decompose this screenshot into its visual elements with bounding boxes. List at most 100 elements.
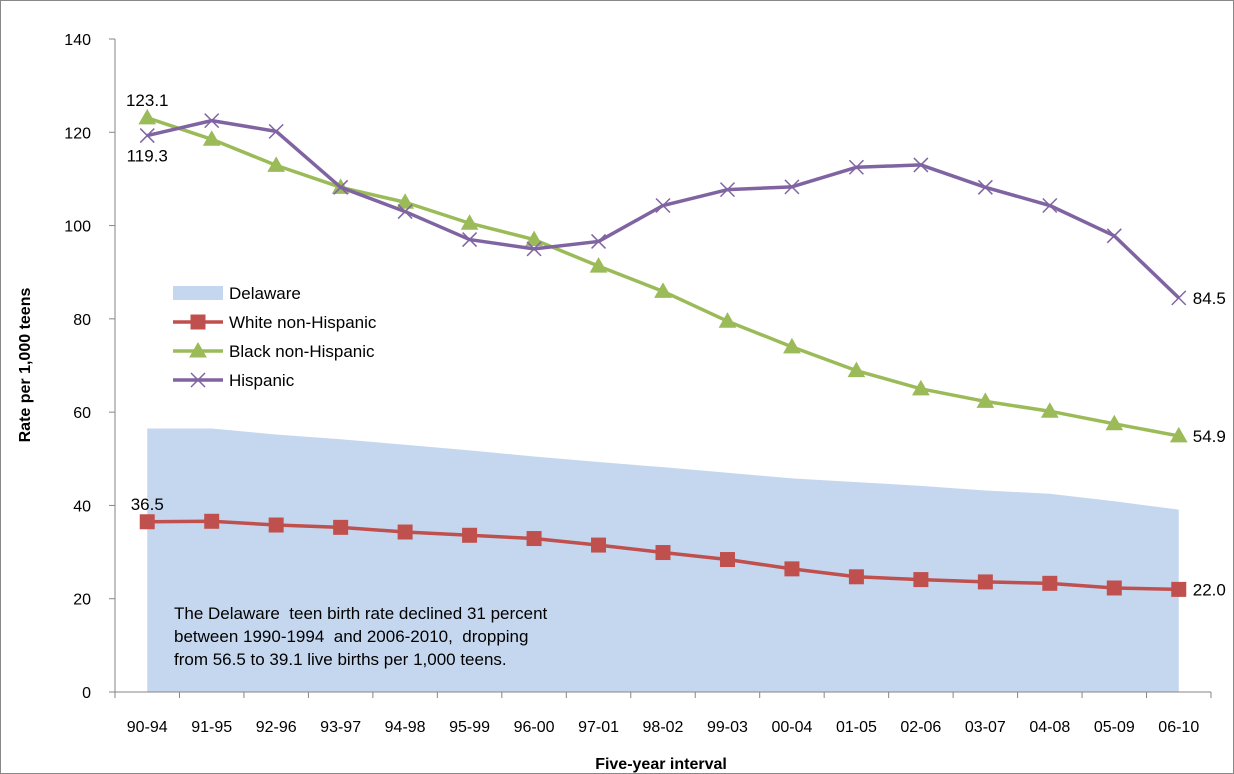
data-point-white-non-hispanic: [913, 572, 929, 588]
data-point-black-non-hispanic: [460, 214, 479, 230]
data-point-hispanic: [913, 157, 929, 173]
x-tick-label: 02-06: [900, 719, 941, 736]
legend-item-white-non-hispanic: White non-Hispanic: [173, 313, 377, 332]
marker-stroke: [190, 372, 206, 388]
legend: Delaware White non-Hispanic Black non-Hisp…: [173, 284, 377, 390]
y-tick-label: 80: [73, 312, 91, 329]
y-tick-label: 120: [64, 125, 91, 142]
y-tick-label: 0: [82, 685, 91, 702]
data-point-white-non-hispanic: [1042, 575, 1058, 591]
legend-label: Black non-Hispanic: [229, 342, 375, 361]
data-label-layer: 123.1 119.3 36.5 84.5 54.9 22.0: [126, 91, 1226, 600]
x-tick-label: 97-01: [578, 719, 619, 736]
marker-stroke: [655, 197, 671, 214]
marker-stroke: [268, 123, 284, 139]
data-point-hispanic: [590, 233, 607, 249]
marker-stroke: [784, 179, 800, 195]
data-point-black-non-hispanic: [847, 361, 866, 378]
x-tick-label: 90-94: [127, 719, 168, 736]
data-point-hispanic: [526, 241, 542, 257]
data-point-white-non-hispanic: [462, 527, 478, 543]
data-point-black-non-hispanic: [654, 282, 672, 298]
data-point-hispanic: [139, 128, 155, 144]
x-tick-label: 91-95: [191, 719, 232, 736]
axis-layer: 0 20 40 60 80 100 120 140 90-94 91-95 92-96 93-97 94…: [64, 32, 1212, 736]
marker-stroke: [397, 204, 413, 220]
data-label: 119.3: [127, 147, 168, 166]
x-tick-label: 00-04: [771, 719, 812, 736]
x-tick-label: 93-97: [320, 719, 361, 736]
marker-stroke: [139, 128, 155, 144]
x-tick-label: 06-10: [1158, 719, 1199, 736]
marker-stroke: [204, 113, 220, 129]
data-point-white-non-hispanic: [526, 531, 542, 547]
annotation-line: from 56.5 to 39.1 live births per 1,000 …: [174, 650, 507, 669]
y-axis-title: Rate per 1,000 teens: [17, 288, 34, 443]
marker-stroke: [848, 159, 864, 175]
data-point-black-non-hispanic: [267, 156, 286, 172]
legend-label: Delaware: [229, 284, 301, 303]
data-point-hispanic: [1106, 228, 1122, 244]
marker-stroke: [590, 233, 607, 249]
data-point-white-non-hispanic: [268, 517, 284, 533]
data-point-hispanic: [462, 232, 478, 248]
legend-marker: [189, 341, 207, 358]
data-label: 36.5: [131, 495, 164, 514]
marker-stroke: [1042, 197, 1058, 214]
y-tick-label: 140: [64, 32, 91, 49]
data-label: 54.9: [1193, 427, 1226, 446]
data-point-black-non-hispanic: [783, 337, 801, 354]
y-tick-label: 100: [64, 219, 91, 236]
marker-stroke: [977, 179, 993, 195]
data-point-black-non-hispanic: [976, 392, 995, 408]
data-point-hispanic: [333, 179, 349, 195]
data-point-hispanic: [204, 113, 220, 129]
x-tick-label: 94-98: [385, 719, 426, 736]
data-point-hispanic: [977, 179, 993, 195]
data-point-black-non-hispanic: [525, 230, 543, 247]
legend-item-delaware: Delaware: [173, 284, 301, 303]
x-tick-label: 01-05: [836, 719, 877, 736]
data-point-white-non-hispanic: [784, 561, 800, 577]
data-point-hispanic: [1042, 197, 1058, 214]
data-point-hispanic: [268, 123, 284, 139]
marker-stroke: [526, 241, 542, 257]
data-point-black-non-hispanic: [1105, 414, 1124, 431]
x-tick-label: 03-07: [965, 719, 1006, 736]
data-point-black-non-hispanic: [396, 193, 414, 209]
x-tick-label: 92-96: [256, 719, 297, 736]
data-point-white-non-hispanic: [204, 513, 220, 529]
x-axis-title: Five-year interval: [595, 756, 727, 773]
data-point-hispanic: [1171, 290, 1187, 306]
data-point-black-non-hispanic: [138, 108, 157, 125]
x-tick-label: 95-99: [449, 719, 490, 736]
data-label: 123.1: [126, 91, 169, 110]
annotation-line: The Delaware teen birth rate declined 31…: [174, 604, 548, 623]
data-point-white-non-hispanic: [333, 519, 349, 535]
legend-label: White non-Hispanic: [229, 313, 377, 332]
series-layer: [138, 108, 1188, 597]
legend-label: Hispanic: [229, 371, 295, 390]
data-point-hispanic: [719, 182, 736, 198]
data-point-hispanic: [848, 159, 864, 175]
data-point-black-non-hispanic: [589, 257, 608, 273]
data-point-white-non-hispanic: [397, 524, 413, 540]
y-tick-label: 60: [73, 405, 91, 422]
y-tick-label: 40: [73, 498, 91, 515]
data-label: 22.0: [1193, 580, 1226, 599]
marker-stroke: [333, 179, 349, 195]
legend-swatch: [173, 286, 223, 300]
x-tick-label: 99-03: [707, 719, 748, 736]
x-tick-label: 04-08: [1029, 719, 1070, 736]
y-tick-label: 20: [73, 592, 91, 609]
marker-stroke: [913, 157, 929, 173]
data-point-black-non-hispanic: [1040, 402, 1059, 418]
data-point-hispanic: [655, 197, 671, 214]
data-point-white-non-hispanic: [848, 569, 864, 585]
marker-stroke: [719, 182, 736, 198]
legend-marker: [190, 314, 206, 330]
data-point-white-non-hispanic: [1106, 580, 1122, 596]
annotation-line: between 1990-1994 and 2006-2010, droppin…: [174, 627, 528, 646]
